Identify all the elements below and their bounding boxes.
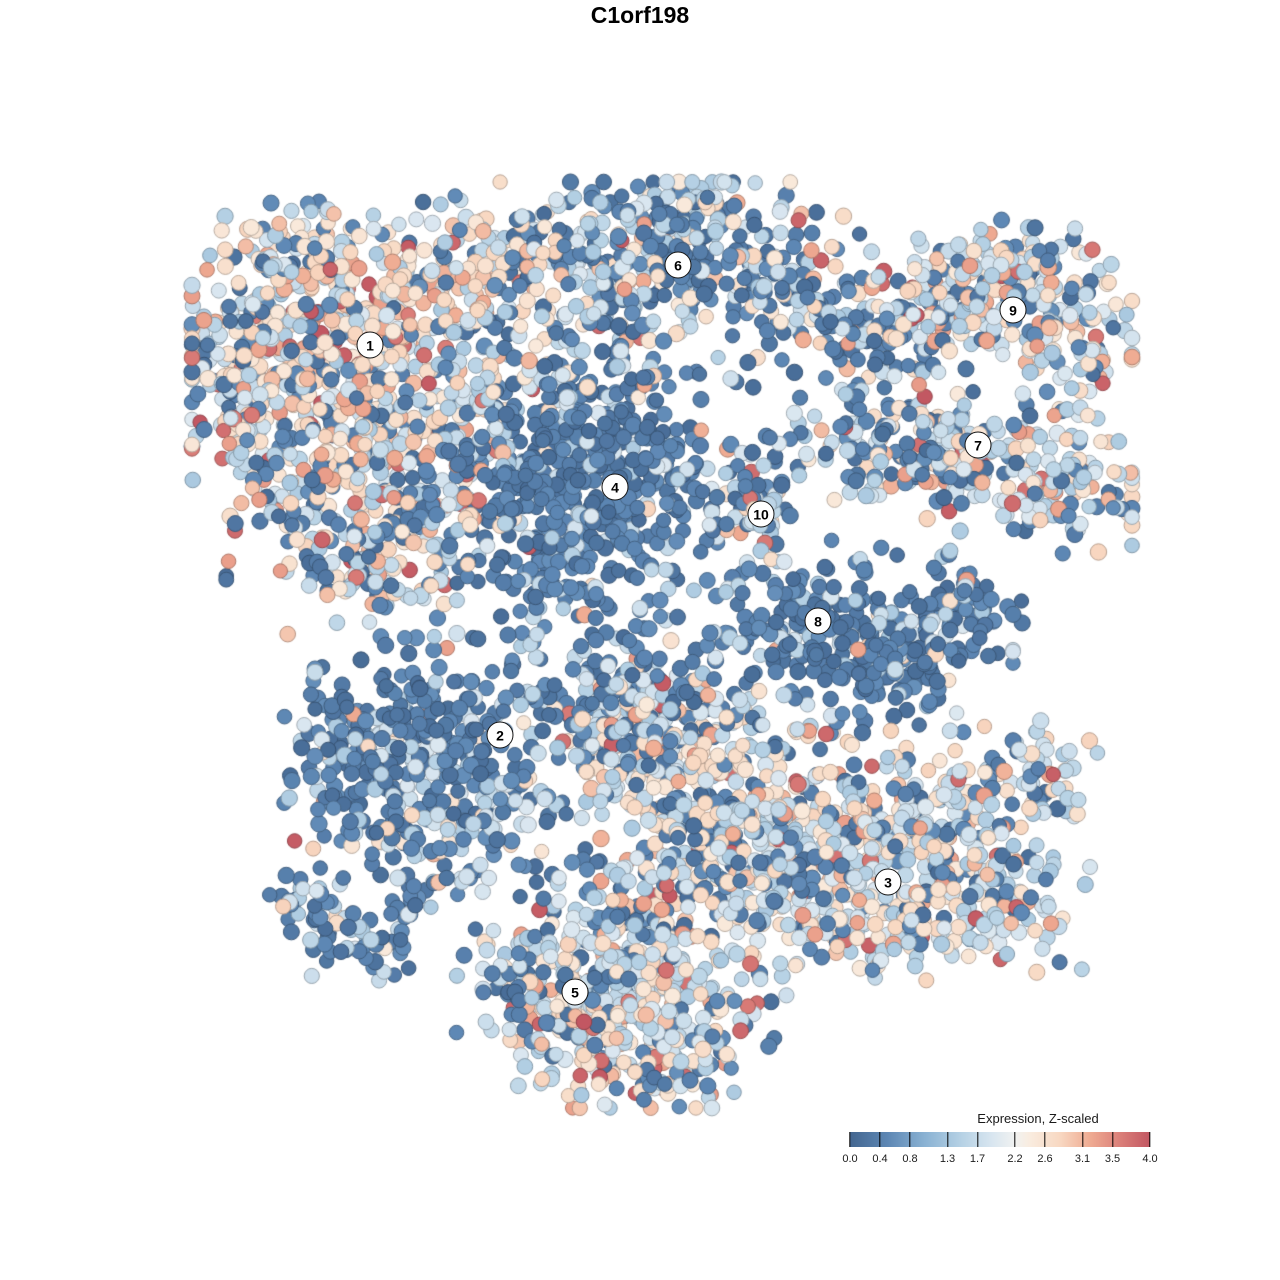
cluster-label-1: 1	[356, 331, 384, 359]
legend-tick-label: 0.4	[872, 1153, 888, 1165]
legend-tick	[1149, 1132, 1151, 1147]
legend-tick	[849, 1132, 851, 1147]
cluster-label-6: 6	[664, 251, 692, 279]
cluster-label-4: 4	[601, 473, 629, 501]
legend-tick-label: 0.8	[902, 1153, 918, 1165]
legend-tick-label: 0.0	[842, 1153, 858, 1165]
legend-colorbar	[849, 1132, 1151, 1147]
cluster-label-10: 10	[747, 500, 775, 528]
cluster-label-2: 2	[486, 721, 514, 749]
legend-tick	[1014, 1132, 1016, 1147]
legend-tick	[1111, 1132, 1114, 1147]
cluster-label-3: 3	[874, 868, 902, 896]
legend-tick-label: 3.5	[1104, 1153, 1121, 1165]
cluster-label-8: 8	[804, 607, 832, 635]
legend-tick	[909, 1132, 911, 1147]
cluster-label-7: 7	[964, 431, 992, 459]
page-title: C1orf198	[590, 2, 690, 28]
legend-tick-label: 4.0	[1142, 1153, 1158, 1165]
legend-tick-label: 1.7	[969, 1153, 986, 1165]
legend-tick-label: 2.2	[1007, 1153, 1023, 1165]
legend-tick-label: 2.6	[1037, 1153, 1053, 1165]
legend-tick	[1044, 1132, 1046, 1147]
legend-tick	[976, 1132, 979, 1147]
cluster-label-9: 9	[999, 296, 1027, 324]
legend-title: Expression, Z-scaled	[977, 1111, 1099, 1126]
legend-tick	[879, 1132, 881, 1147]
legend-tick-label: 3.1	[1074, 1153, 1091, 1165]
legend-tick	[946, 1132, 949, 1147]
legend-tick-labels: 0.0 0.4 0.8 1.3 1.7 2.2 2.6 3.1 3.5 4.0	[842, 1153, 1157, 1167]
legend-tick-label: 1.3	[939, 1153, 956, 1165]
cluster-label-5: 5	[561, 978, 589, 1006]
legend-tick	[1081, 1132, 1084, 1147]
